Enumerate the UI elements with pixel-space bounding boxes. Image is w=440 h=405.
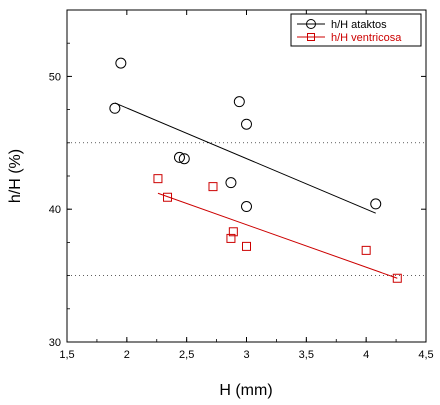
- plot-area: [66, 9, 427, 343]
- square-point: [228, 227, 238, 237]
- circle-point: [109, 102, 121, 114]
- legend-label: h/H ataktos: [331, 19, 387, 31]
- circle-point: [370, 198, 382, 210]
- legend-marker-circle: [306, 19, 316, 29]
- circle-point: [173, 151, 185, 163]
- x-tick-label: 1,5: [59, 349, 74, 361]
- square-point: [242, 241, 251, 251]
- circle-point: [241, 118, 252, 130]
- data-markers: [109, 57, 402, 283]
- y-tick-label: 50: [49, 71, 61, 83]
- axis-ticks: 1,5 2 2,5 3 3,5 4 4,5 30 40 50: [49, 9, 434, 361]
- y-axis-title: h/H (%): [7, 149, 24, 203]
- square-point: [153, 174, 163, 184]
- trend-line-series-1: [157, 192, 398, 279]
- square-point: [208, 182, 218, 192]
- y-tick-label: 30: [49, 337, 61, 349]
- x-axis-title: H (mm): [219, 382, 272, 399]
- square-point: [226, 233, 236, 243]
- legend-label: h/H ventricosa: [331, 32, 402, 44]
- trend-lines: [114, 102, 398, 279]
- circle-point: [241, 201, 252, 213]
- circle-point: [115, 57, 127, 69]
- square-point: [163, 192, 173, 202]
- x-tick-label: 2,5: [179, 349, 194, 361]
- y-tick-label: 40: [49, 204, 61, 216]
- circle-point: [178, 153, 190, 165]
- grid-lines: [67, 142, 426, 276]
- x-tick-label: 2: [124, 349, 130, 361]
- x-tick-label: 3,5: [299, 349, 314, 361]
- trend-line-series-0: [114, 102, 376, 214]
- square-point: [392, 273, 402, 283]
- x-tick-label: 3: [243, 349, 249, 361]
- square-point: [361, 245, 371, 255]
- circle-point: [225, 177, 237, 189]
- circle-point: [233, 96, 245, 108]
- x-tick-label: 4: [363, 349, 369, 361]
- x-tick-label: 4,5: [418, 349, 433, 361]
- legend-marker-square: [307, 33, 315, 41]
